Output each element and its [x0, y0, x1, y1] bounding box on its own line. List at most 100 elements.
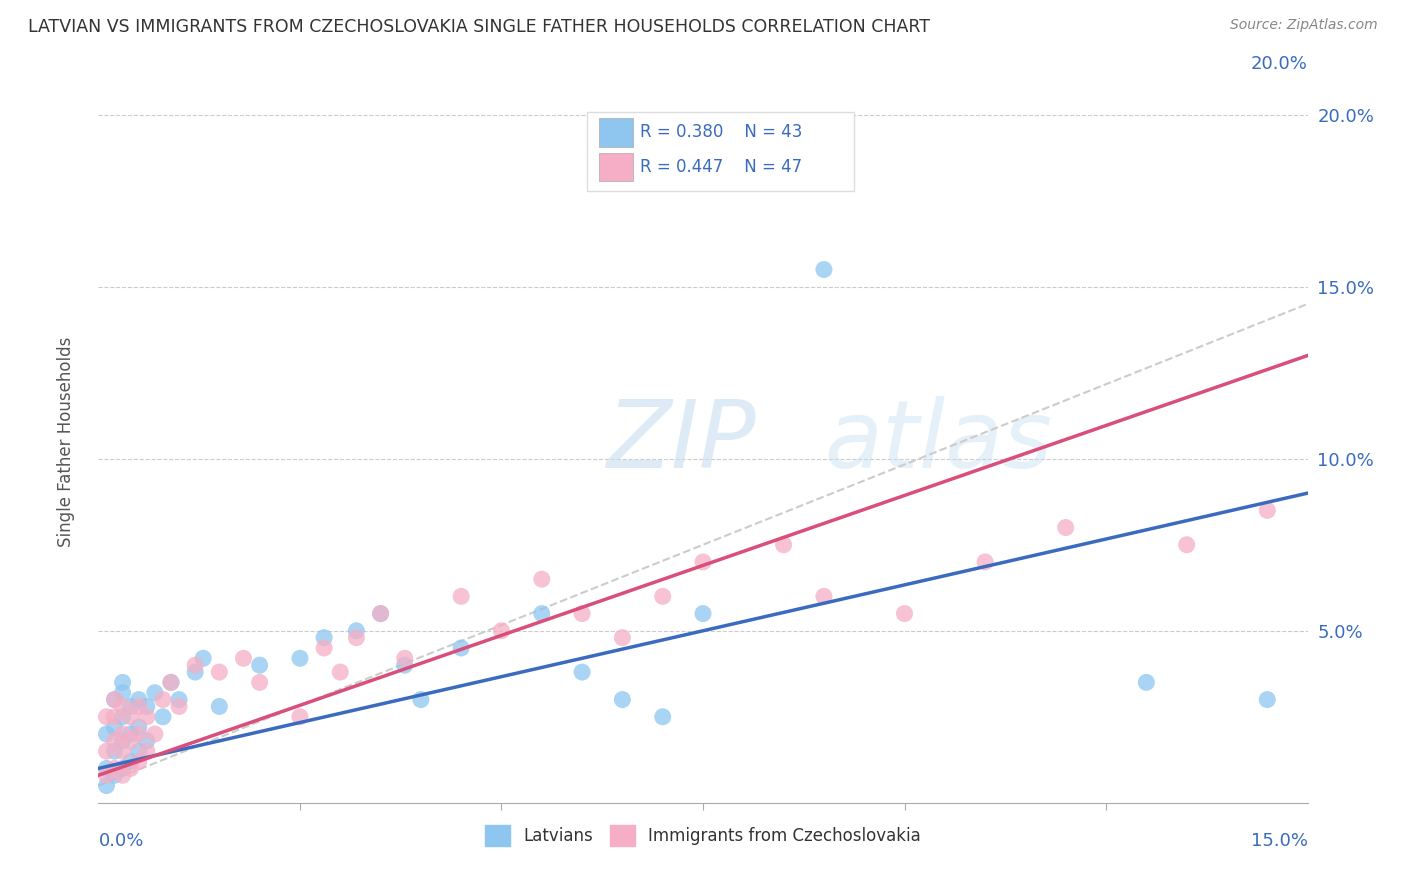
Text: R = 0.380    N = 43: R = 0.380 N = 43 — [640, 123, 803, 142]
Point — [120, 727, 142, 741]
Point — [111, 710, 134, 724]
Point — [135, 710, 157, 724]
Point — [450, 590, 472, 604]
Point — [1175, 538, 1198, 552]
Point — [651, 590, 673, 604]
Legend: Latvians, Immigrants from Czechoslovakia: Latvians, Immigrants from Czechoslovakia — [478, 819, 928, 852]
Point — [344, 624, 367, 638]
Point — [111, 686, 134, 700]
Point — [96, 710, 118, 724]
Point — [152, 710, 174, 724]
Text: R = 0.447    N = 47: R = 0.447 N = 47 — [640, 158, 803, 177]
Point — [1054, 520, 1077, 534]
Point — [571, 607, 593, 621]
Point — [96, 768, 118, 782]
Text: LATVIAN VS IMMIGRANTS FROM CZECHOSLOVAKIA SINGLE FATHER HOUSEHOLDS CORRELATION C: LATVIAN VS IMMIGRANTS FROM CZECHOSLOVAKI… — [28, 18, 931, 36]
Point — [111, 727, 134, 741]
Point — [96, 727, 118, 741]
Point — [160, 675, 183, 690]
Y-axis label: Single Father Households: Single Father Households — [56, 336, 75, 547]
Point — [893, 607, 915, 621]
Point — [103, 761, 125, 775]
Point — [103, 720, 125, 734]
Point — [612, 631, 634, 645]
Point — [409, 692, 432, 706]
Point — [120, 710, 142, 724]
Point — [120, 699, 142, 714]
Point — [111, 699, 134, 714]
Point — [111, 675, 134, 690]
Point — [96, 779, 118, 793]
Point — [208, 665, 231, 679]
Point — [612, 692, 634, 706]
Point — [103, 710, 125, 724]
Point — [120, 761, 142, 775]
Point — [103, 692, 125, 706]
Text: 0.0%: 0.0% — [98, 831, 143, 850]
Point — [193, 651, 215, 665]
Point — [692, 607, 714, 621]
Point — [103, 744, 125, 758]
Point — [184, 658, 207, 673]
Point — [370, 607, 392, 621]
Point — [96, 761, 118, 775]
Point — [96, 744, 118, 758]
Point — [813, 262, 835, 277]
Point — [329, 665, 352, 679]
Point — [167, 692, 190, 706]
Point — [813, 590, 835, 604]
Text: 15.0%: 15.0% — [1250, 831, 1308, 850]
Point — [394, 651, 416, 665]
Point — [111, 734, 134, 748]
Point — [135, 734, 157, 748]
Point — [128, 755, 150, 769]
Point — [143, 686, 166, 700]
Point — [1256, 503, 1278, 517]
Point — [208, 699, 231, 714]
Point — [111, 768, 134, 782]
Point — [232, 651, 254, 665]
Point — [103, 768, 125, 782]
Point — [111, 761, 134, 775]
Point — [128, 720, 150, 734]
Point — [1135, 675, 1157, 690]
Point — [120, 734, 142, 748]
Point — [167, 699, 190, 714]
Point — [571, 665, 593, 679]
Point — [128, 692, 150, 706]
Point — [128, 699, 150, 714]
Point — [370, 607, 392, 621]
Text: ZIP: ZIP — [606, 396, 756, 487]
Point — [152, 692, 174, 706]
Point — [120, 755, 142, 769]
Point — [692, 555, 714, 569]
Point — [450, 640, 472, 655]
Point — [288, 710, 311, 724]
Point — [344, 631, 367, 645]
Point — [249, 658, 271, 673]
Point — [143, 727, 166, 741]
Point — [314, 640, 336, 655]
Point — [651, 710, 673, 724]
Point — [103, 734, 125, 748]
Point — [128, 744, 150, 758]
Point — [772, 538, 794, 552]
Point — [160, 675, 183, 690]
Point — [530, 607, 553, 621]
Point — [288, 651, 311, 665]
Point — [184, 665, 207, 679]
Point — [111, 744, 134, 758]
Point — [128, 727, 150, 741]
Point — [1256, 692, 1278, 706]
Point — [103, 692, 125, 706]
Point — [974, 555, 997, 569]
Text: atlas: atlas — [824, 396, 1052, 487]
Point — [249, 675, 271, 690]
Point — [491, 624, 513, 638]
Text: Source: ZipAtlas.com: Source: ZipAtlas.com — [1230, 18, 1378, 32]
Point — [135, 744, 157, 758]
Point — [314, 631, 336, 645]
Point — [530, 572, 553, 586]
Point — [394, 658, 416, 673]
Text: 20.0%: 20.0% — [1251, 55, 1308, 73]
